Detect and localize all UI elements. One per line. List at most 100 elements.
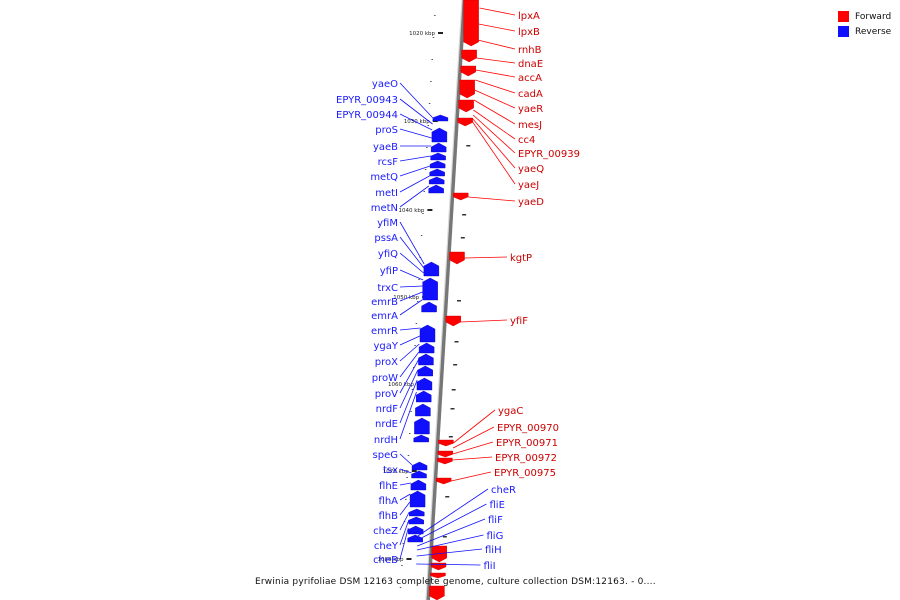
minor-tick <box>431 59 433 60</box>
leader-yaej <box>472 121 516 185</box>
gene-label-prov: proV <box>375 389 398 400</box>
gene-label-speg: speG <box>373 450 398 461</box>
leader-yfiq <box>399 252 424 274</box>
forward-gene-block <box>449 251 465 265</box>
minor-tick <box>451 389 456 391</box>
legend-reverse-label: Reverse <box>855 26 892 37</box>
gene-label-nrde: nrdE <box>375 419 398 430</box>
gene-label-ygay: ygaY <box>373 341 398 352</box>
gene-label-metq: metQ <box>370 172 398 183</box>
forward-gene-block <box>437 450 453 458</box>
minor-tick <box>409 433 411 434</box>
minor-tick <box>428 103 431 104</box>
forward-gene-block <box>459 79 475 99</box>
gene-label-pssa: pssA <box>374 233 398 244</box>
reverse-gene-block <box>411 461 428 471</box>
scale-tick-7 <box>406 558 412 560</box>
reverse-gene-block <box>416 390 432 403</box>
gene-label-epyr-00975: EPYR_00975 <box>494 468 556 479</box>
gene-label-flhb: flhB <box>379 511 399 522</box>
leader-lpxb <box>478 23 516 32</box>
minor-tick <box>410 411 412 412</box>
leader-mesj <box>473 99 516 125</box>
gene-label-yfip: yfiP <box>380 266 398 277</box>
gene-label-dnae: dnaE <box>518 59 543 70</box>
forward-gene-block <box>429 585 445 600</box>
scale-label-6: 1070 kbp <box>383 469 409 475</box>
leader-meti <box>399 175 430 193</box>
gene-label-flii: fliI <box>484 561 496 572</box>
reverse-gene-block <box>413 434 429 443</box>
gene-label-acca: accA <box>518 73 542 84</box>
minor-tick <box>450 408 455 410</box>
leader-yaed <box>468 196 516 202</box>
gene-label-pros: proS <box>375 125 398 136</box>
leader-dnae <box>476 57 516 64</box>
reverse-gene-block <box>428 176 445 185</box>
gene-label-epyr-00972: EPYR_00972 <box>495 453 557 464</box>
genome-backbone <box>426 0 466 600</box>
reverse-gene-block <box>418 342 435 354</box>
reverse-gene-block <box>419 324 436 343</box>
gene-label-flha: flhA <box>379 496 399 507</box>
leader-yaeq <box>472 118 516 169</box>
forward-gene-block <box>453 192 469 201</box>
scale-tick-1 <box>438 32 444 34</box>
gene-label-emra: emrA <box>371 311 398 322</box>
forward-gene-block <box>445 315 461 327</box>
leader-cada <box>475 79 516 94</box>
gene-label-epyr-00939: EPYR_00939 <box>518 149 580 160</box>
forward-gene-block <box>458 99 474 113</box>
leader-nrdf <box>399 369 419 409</box>
reverse-gene-block <box>431 127 448 143</box>
leader-epyr-00944 <box>399 113 433 131</box>
minor-tick <box>432 37 435 38</box>
leader-yfif <box>460 319 508 323</box>
reverse-gene-block <box>428 184 444 194</box>
gene-label-yaeb: yaeB <box>373 142 398 153</box>
reverse-gene-block <box>417 365 433 377</box>
leader-cc4 <box>473 109 516 140</box>
gene-label-yfim: yfiM <box>377 218 398 229</box>
gene-label-nrdh: nrdH <box>374 435 398 446</box>
leader-cher <box>417 488 489 537</box>
leader-epyr-00939 <box>472 114 516 154</box>
reverse-gene-block <box>411 470 427 479</box>
leader-nrdh <box>399 391 417 440</box>
gene-label-yaej: yaeJ <box>518 180 539 191</box>
reverse-gene-block <box>430 152 446 161</box>
gene-label-tsx: tsx <box>383 465 398 476</box>
leader-metn <box>399 185 430 208</box>
gene-label-metn: metN <box>371 203 398 214</box>
forward-gene-block <box>463 0 479 47</box>
leader-epyr-00975 <box>451 471 492 482</box>
forward-gene-block <box>435 477 452 485</box>
leader-rcsf <box>399 155 431 162</box>
minor-tick <box>405 499 407 500</box>
leader-epyr-00971 <box>452 441 494 455</box>
forward-gene-block <box>457 117 473 127</box>
forward-gene-block <box>430 572 446 579</box>
legend: Forward Reverse <box>838 9 891 39</box>
minor-tick <box>434 15 436 16</box>
forward-gene-block <box>431 545 447 563</box>
minor-tick <box>402 543 404 544</box>
gene-label-ygac: ygaC <box>498 406 523 417</box>
legend-forward: Forward <box>838 9 891 24</box>
scale-label-3: 1040 kbp <box>398 208 424 214</box>
gene-label-lpxa: lpxA <box>518 11 540 22</box>
gene-label-cher: cheR <box>491 485 516 496</box>
minor-tick <box>422 213 424 214</box>
reverse-gene-block <box>432 114 449 122</box>
reverse-gene-block <box>410 479 427 491</box>
forward-gene-block <box>460 65 476 77</box>
gene-label-flhe: flhE <box>379 481 398 492</box>
leader-speg <box>399 453 413 466</box>
minor-tick <box>423 191 426 192</box>
reverse-gene-block <box>429 168 445 177</box>
leader-flig <box>416 534 484 551</box>
leader-flii <box>416 563 481 566</box>
scale-label-7: 1080 kbp <box>378 557 404 563</box>
leader-cheb <box>399 527 409 560</box>
